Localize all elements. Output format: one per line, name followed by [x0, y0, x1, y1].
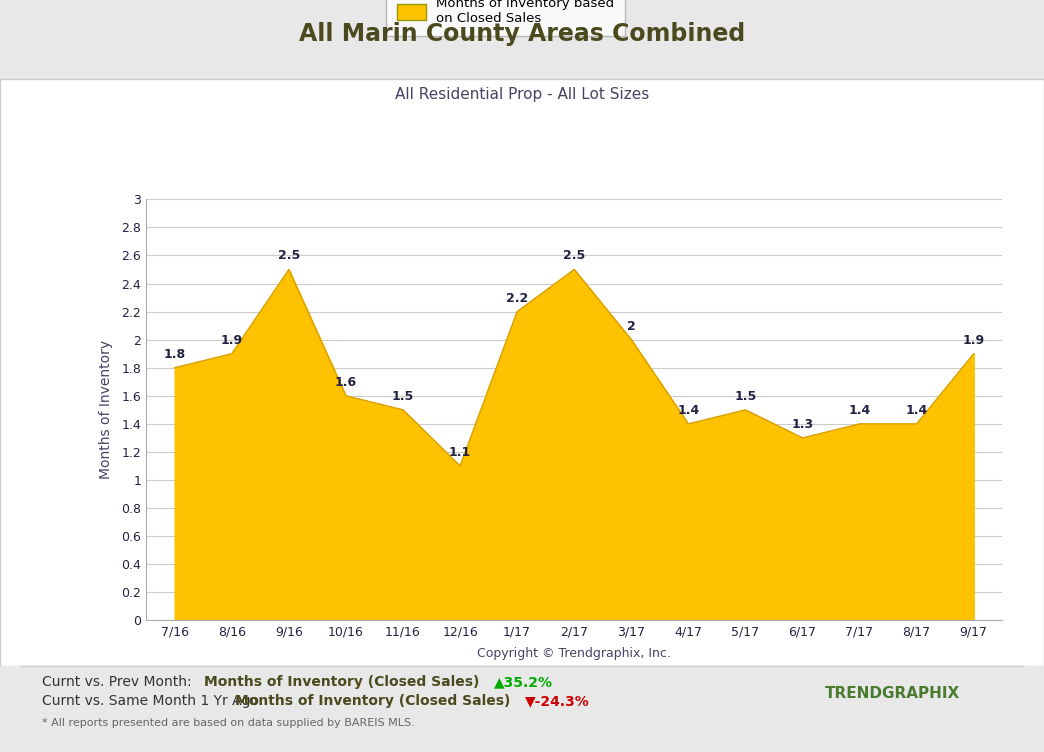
Text: 1.1: 1.1	[449, 446, 471, 459]
Text: 1.6: 1.6	[335, 376, 357, 389]
Text: TRENDGRAPHIX: TRENDGRAPHIX	[825, 686, 960, 701]
Text: 1.5: 1.5	[392, 390, 414, 403]
Text: 1.5: 1.5	[734, 390, 757, 403]
Text: * All reports presented are based on data supplied by BAREIS MLS.: * All reports presented are based on dat…	[42, 718, 414, 729]
Text: Months of Inventory (Closed Sales): Months of Inventory (Closed Sales)	[204, 675, 483, 689]
Text: 1.8: 1.8	[164, 347, 186, 361]
Text: 2.5: 2.5	[563, 250, 586, 262]
Text: 2.2: 2.2	[506, 292, 528, 305]
Text: ▲35.2%: ▲35.2%	[494, 675, 553, 689]
X-axis label: Copyright © Trendgraphix, Inc.: Copyright © Trendgraphix, Inc.	[477, 647, 671, 660]
Text: 1.9: 1.9	[963, 334, 984, 347]
Text: 1.4: 1.4	[849, 404, 871, 417]
Legend: Months of Inventory based
on Closed Sales: Months of Inventory based on Closed Sale…	[386, 0, 625, 36]
Text: Months of Inventory (Closed Sales): Months of Inventory (Closed Sales)	[235, 694, 515, 708]
Text: 2.5: 2.5	[278, 250, 300, 262]
Text: All Marin County Areas Combined: All Marin County Areas Combined	[299, 22, 745, 46]
Text: 1.9: 1.9	[220, 334, 243, 347]
Text: 1.4: 1.4	[905, 404, 928, 417]
Text: All Residential Prop - All Lot Sizes: All Residential Prop - All Lot Sizes	[395, 86, 649, 102]
Text: 1.4: 1.4	[678, 404, 699, 417]
Text: Curnt vs. Prev Month:: Curnt vs. Prev Month:	[42, 675, 196, 689]
Text: Curnt vs. Same Month 1 Yr Ago:: Curnt vs. Same Month 1 Yr Ago:	[42, 694, 267, 708]
Text: ▼-24.3%: ▼-24.3%	[525, 694, 590, 708]
Text: 2: 2	[626, 320, 636, 332]
Y-axis label: Months of Inventory: Months of Inventory	[99, 340, 113, 480]
Text: 1.3: 1.3	[791, 418, 813, 431]
